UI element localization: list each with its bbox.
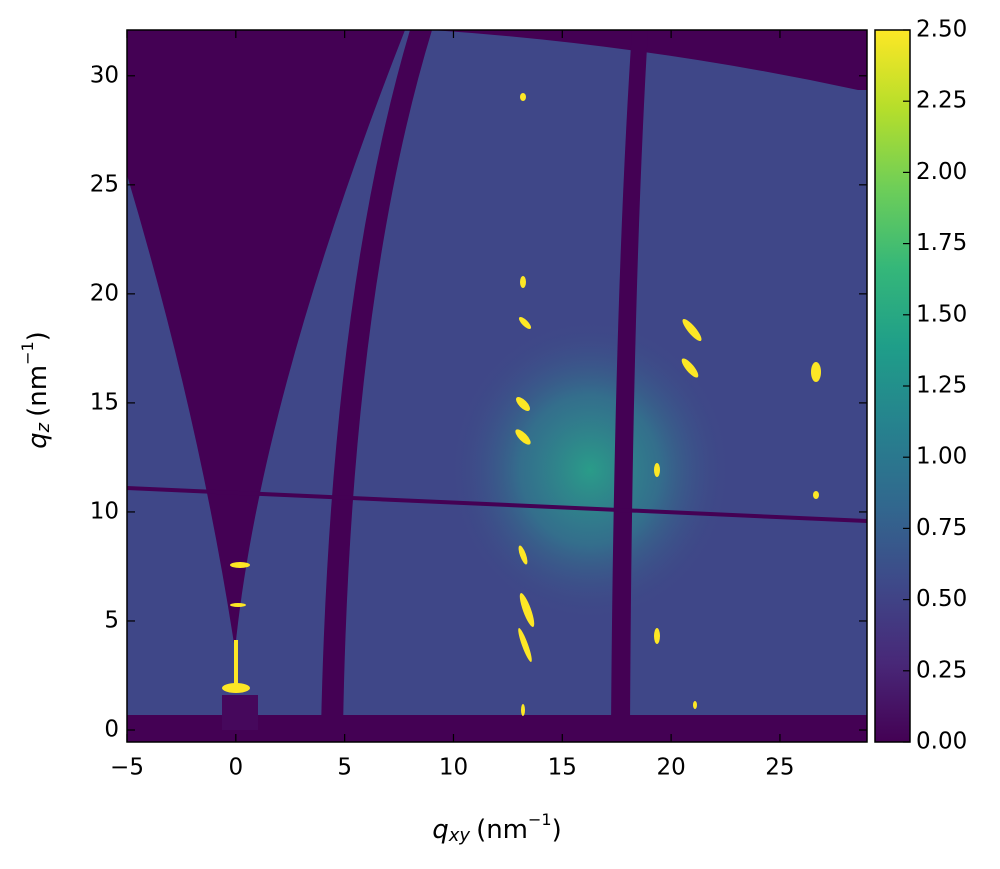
y-tick-label: 5: [104, 607, 119, 633]
detector-image: [127, 30, 867, 742]
colorbar-tick-label: 1.75: [916, 230, 967, 256]
x-tick-label: 10: [439, 755, 468, 781]
y-tick-label: 15: [90, 389, 119, 415]
y-tick-label: 0: [104, 717, 119, 743]
y-tick-label: 10: [90, 498, 119, 524]
x-tick-label: 5: [337, 755, 352, 781]
colorbar-tick-label: 0.00: [916, 729, 967, 755]
colorbar-tick-label: 2.00: [916, 159, 967, 185]
colorbar-tick-label: 2.50: [916, 17, 967, 43]
x-axis-label: qxy (nm−1): [432, 810, 562, 847]
y-axis-label: qz(nm−1): [18, 331, 55, 449]
colorbar-tick-label: 1.50: [916, 301, 967, 327]
colorbar-tick-label: 2.25: [916, 88, 967, 114]
colorbar-tick-label: 1.25: [916, 373, 967, 399]
x-tick-label: 0: [229, 755, 244, 781]
x-tick-label: 15: [548, 755, 577, 781]
x-tick-label: 25: [765, 755, 794, 781]
colorbar-tick-label: 0.75: [916, 515, 967, 541]
colorbar-tick-label: 1.00: [916, 444, 967, 470]
colorbar-tick-label: 0.50: [916, 586, 967, 612]
x-tick-label: 20: [656, 755, 685, 781]
colorbar-tick-label: 0.25: [916, 657, 967, 683]
x-tick-label: −5: [110, 755, 144, 781]
plot-frame: [126, 29, 868, 743]
y-tick-label: 30: [90, 62, 119, 88]
y-tick-label: 25: [90, 171, 119, 197]
y-tick-label: 20: [90, 280, 119, 306]
